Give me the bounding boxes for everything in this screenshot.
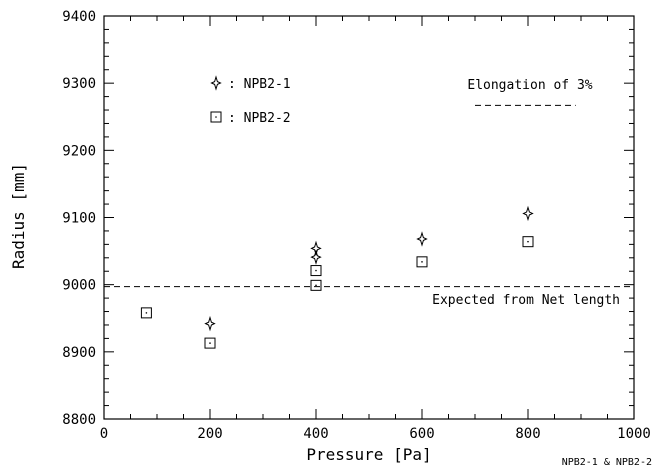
plot-frame	[103, 15, 635, 420]
reference-lines	[104, 104, 634, 288]
square-center-dot	[315, 284, 317, 287]
x-tick-label: 600	[409, 426, 434, 442]
npb2-1-point	[416, 231, 428, 247]
y-tick-label: 9300	[62, 76, 96, 92]
x-tick-label: 800	[515, 426, 540, 442]
footnote: NPB2-1 & NPB2-2	[562, 457, 652, 468]
legend-star-marker	[210, 75, 222, 91]
square-outline	[310, 279, 322, 291]
legend: : NPB2-1 : NPB2-2	[210, 75, 291, 126]
x-tick-label: 200	[197, 426, 222, 442]
plot-border	[103, 15, 635, 420]
npb2-2-point	[522, 236, 534, 248]
npb2-2-point	[310, 279, 322, 291]
x-tick-label: 400	[303, 426, 328, 442]
x-axis-title: Pressure [Pa]	[306, 445, 431, 464]
y-axis-ticks: 8800 8900 9000 9100 9200 9300 9400	[62, 9, 634, 428]
expected-line-label: Expected from Net length	[432, 293, 620, 308]
npb2-1-point	[310, 249, 322, 265]
square-outline	[310, 265, 322, 277]
square-center-dot	[215, 116, 217, 118]
square-center-dot	[527, 240, 529, 243]
y-tick-label: 9000	[62, 278, 96, 294]
data-points	[140, 205, 534, 349]
square-center-dot	[145, 312, 148, 314]
square-center-dot	[421, 261, 423, 263]
square-center-dot	[209, 342, 211, 344]
x-tick-label: 0	[100, 426, 108, 442]
npb2-2-point	[140, 307, 152, 319]
square-outline	[522, 236, 534, 248]
npb2-1-point	[310, 240, 322, 257]
legend-label: : NPB2-2	[228, 111, 291, 126]
x-axis-ticks: 0 200 400 600 800 1000	[100, 16, 651, 442]
y-axis-title: Radius [mm]	[9, 163, 28, 269]
square-outline	[210, 111, 222, 123]
square-outline	[140, 307, 152, 319]
npb2-2-point	[310, 265, 322, 277]
y-tick-label: 8900	[62, 345, 96, 361]
square-outline	[204, 337, 216, 349]
legend-square-marker	[210, 111, 222, 123]
y-tick-label: 9400	[62, 9, 96, 25]
npb2-2-point	[204, 337, 216, 349]
square-outline	[416, 256, 428, 268]
npb2-1-point	[204, 315, 216, 332]
npb2-2-point	[416, 256, 428, 268]
npb2-1-point	[522, 205, 534, 222]
square-center-dot	[315, 269, 317, 272]
y-tick-label: 9100	[62, 211, 96, 227]
x-tick-label: 1000	[617, 426, 651, 442]
y-tick-label: 9200	[62, 143, 96, 159]
elongation-label: Elongation of 3%	[467, 78, 592, 93]
y-tick-label: 8800	[62, 412, 96, 428]
legend-label: : NPB2-1	[228, 77, 291, 92]
